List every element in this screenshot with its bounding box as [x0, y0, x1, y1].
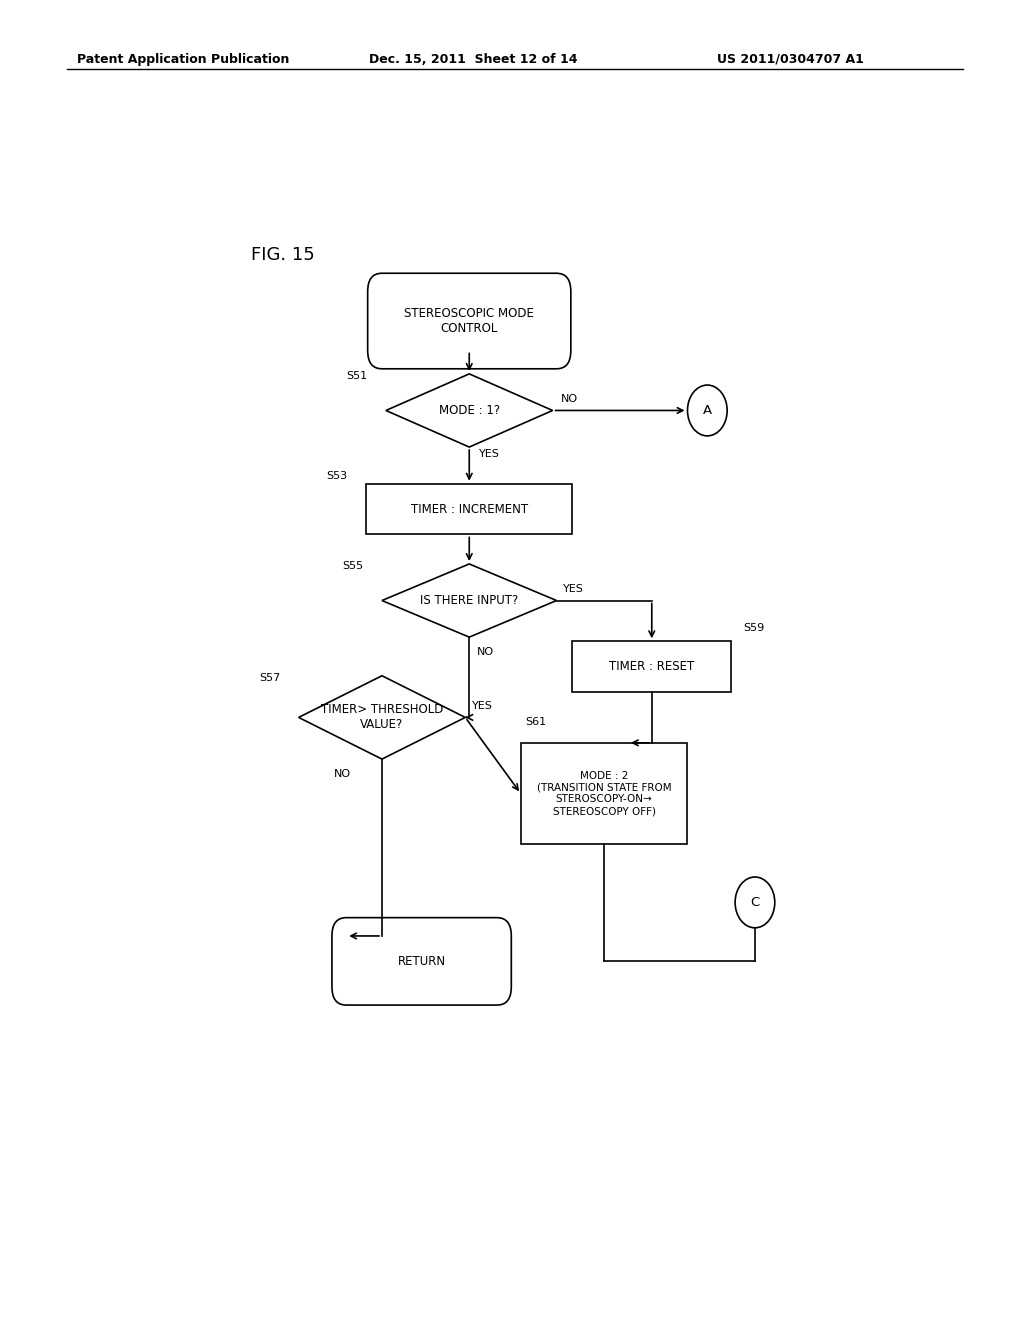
- Text: S51: S51: [346, 371, 368, 381]
- Text: TIMER : INCREMENT: TIMER : INCREMENT: [411, 503, 527, 516]
- Text: S61: S61: [524, 717, 546, 726]
- Text: NO: NO: [477, 647, 495, 657]
- Text: C: C: [751, 896, 760, 909]
- Polygon shape: [382, 564, 557, 638]
- Text: IS THERE INPUT?: IS THERE INPUT?: [420, 594, 518, 607]
- Circle shape: [687, 385, 727, 436]
- Text: TIMER : RESET: TIMER : RESET: [609, 660, 694, 673]
- Text: STEREOSCOPIC MODE
CONTROL: STEREOSCOPIC MODE CONTROL: [404, 308, 535, 335]
- Bar: [367, 483, 572, 535]
- Text: MODE : 1?: MODE : 1?: [438, 404, 500, 417]
- Polygon shape: [299, 676, 465, 759]
- Text: S57: S57: [259, 673, 281, 682]
- Text: FIG. 15: FIG. 15: [251, 246, 314, 264]
- Text: YES: YES: [479, 449, 500, 459]
- Text: MODE : 2
(TRANSITION STATE FROM
STEROSCOPY-ON→
STEREOSCOPY OFF): MODE : 2 (TRANSITION STATE FROM STEROSCO…: [537, 771, 672, 816]
- Polygon shape: [386, 374, 553, 447]
- Circle shape: [735, 876, 775, 928]
- Text: US 2011/0304707 A1: US 2011/0304707 A1: [717, 53, 863, 66]
- Text: S53: S53: [327, 470, 347, 480]
- Text: NO: NO: [334, 770, 351, 779]
- Text: TIMER> THRESHOLD
VALUE?: TIMER> THRESHOLD VALUE?: [321, 704, 443, 731]
- Bar: [521, 743, 687, 845]
- Text: S55: S55: [342, 561, 364, 572]
- Text: NO: NO: [560, 395, 578, 404]
- Bar: [572, 642, 731, 692]
- Text: RETURN: RETURN: [397, 954, 445, 968]
- Text: A: A: [702, 404, 712, 417]
- FancyBboxPatch shape: [368, 273, 570, 368]
- Text: YES: YES: [472, 701, 493, 711]
- Text: S59: S59: [743, 623, 764, 634]
- Text: YES: YES: [563, 585, 584, 594]
- FancyBboxPatch shape: [332, 917, 511, 1005]
- Text: Patent Application Publication: Patent Application Publication: [77, 53, 289, 66]
- Text: Dec. 15, 2011  Sheet 12 of 14: Dec. 15, 2011 Sheet 12 of 14: [369, 53, 578, 66]
